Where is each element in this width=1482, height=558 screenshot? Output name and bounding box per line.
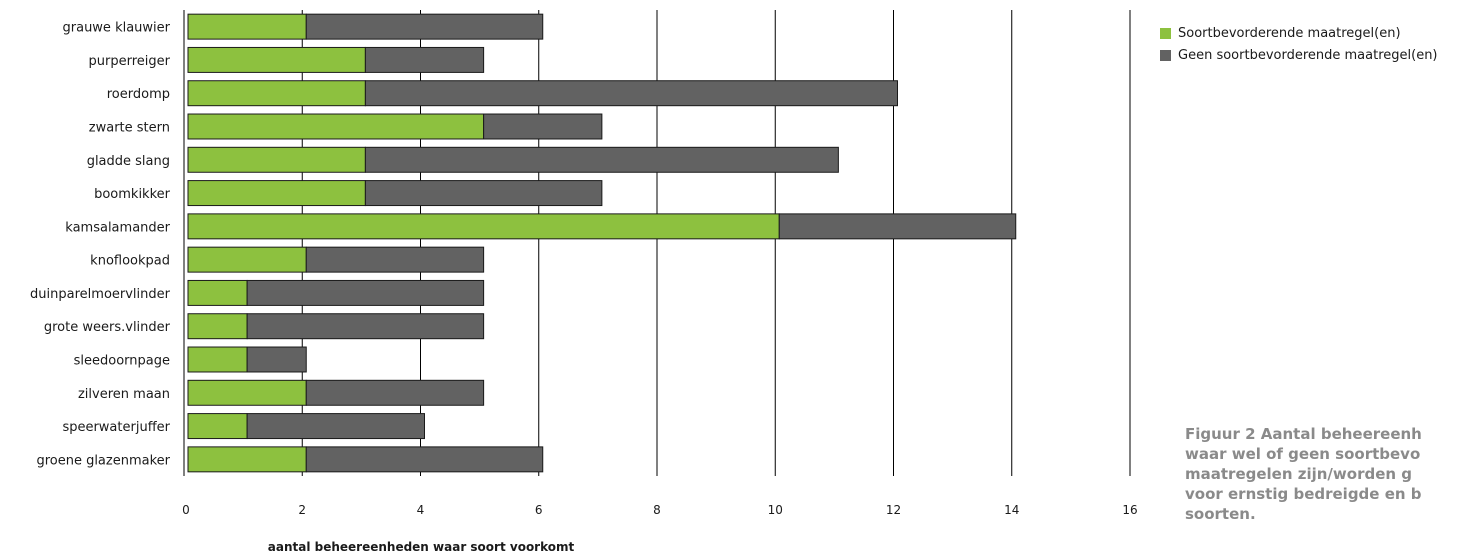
- category-label: boomkikker: [94, 187, 171, 202]
- category-labels: grauwe klauwier purperreiger roerdomp zwart…: [30, 21, 171, 469]
- category-label: kamsalamander: [65, 220, 170, 235]
- caption-line: voor ernstig bedreigde en b: [1185, 485, 1422, 503]
- legend-label: Soortbevorderende maatregel(en): [1178, 25, 1401, 41]
- bar-geen-soortbevorderend: [305, 446, 544, 473]
- bar-geen-soortbevorderend: [305, 246, 485, 273]
- legend: Soortbevorderende maatregel(en) Geen soo…: [1160, 22, 1438, 66]
- category-label: grote weers.vlinder: [44, 320, 171, 335]
- bar-geen-soortbevorderend: [246, 313, 485, 340]
- figure-caption: Figuur 2 Aantal beheereenh waar wel of g…: [1185, 424, 1482, 524]
- caption-line: soorten.: [1185, 505, 1256, 523]
- category-label: grauwe klauwier: [63, 21, 171, 36]
- bar-geen-soortbevorderend: [246, 413, 425, 440]
- bar-soortbevorderend: [187, 313, 248, 340]
- bar-geen-soortbevorderend: [305, 379, 485, 406]
- category-label: duinparelmoervlinder: [30, 287, 171, 302]
- category-label: zwarte stern: [89, 121, 170, 136]
- x-tick-label: 10: [768, 503, 783, 517]
- legend-swatch-gray: [1160, 49, 1171, 61]
- bar-soortbevorderend: [187, 113, 485, 140]
- bar-soortbevorderend: [187, 446, 307, 473]
- x-tick-label: 8: [653, 503, 661, 517]
- bar-geen-soortbevorderend: [364, 146, 839, 173]
- category-label: speerwaterjuffer: [62, 420, 170, 435]
- category-label: sleedoornpage: [74, 354, 170, 369]
- category-label: knoflookpad: [90, 254, 170, 269]
- category-label: purperreiger: [89, 54, 171, 69]
- category-label: zilveren maan: [78, 387, 170, 402]
- legend-item-geen-soortbevorderend: Geen soortbevorderende maatregel(en): [1160, 44, 1438, 66]
- x-axis-label: aantal beheereenheden waar soort voorkom…: [268, 540, 575, 554]
- bar-geen-soortbevorderend: [364, 46, 485, 73]
- x-tick-label: 0: [182, 503, 190, 517]
- category-label: groene glazenmaker: [36, 453, 170, 468]
- bar-geen-soortbevorderend: [246, 346, 307, 373]
- bar-soortbevorderend: [187, 146, 366, 173]
- bar-soortbevorderend: [187, 413, 248, 440]
- bar-soortbevorderend: [187, 213, 780, 240]
- x-tick-label: 4: [417, 503, 425, 517]
- bar-soortbevorderend: [187, 246, 307, 273]
- bar-soortbevorderend: [187, 180, 366, 207]
- bar-geen-soortbevorderend: [246, 279, 485, 306]
- bar-soortbevorderend: [187, 346, 248, 373]
- legend-label: Geen soortbevorderende maatregel(en): [1178, 47, 1438, 63]
- x-tick-label: 14: [1004, 503, 1019, 517]
- bar-soortbevorderend: [187, 379, 307, 406]
- x-tick-labels: 0 2 4 6 8 10 12 14 16: [182, 503, 1137, 517]
- bar-geen-soortbevorderend: [305, 13, 544, 40]
- bar-geen-soortbevorderend: [364, 80, 898, 107]
- bar-geen-soortbevorderend: [778, 213, 1017, 240]
- category-label: roerdomp: [107, 87, 170, 102]
- bar-geen-soortbevorderend: [364, 180, 603, 207]
- legend-swatch-green: [1160, 27, 1171, 39]
- gridlines: [301, 10, 1131, 476]
- bar-soortbevorderend: [187, 46, 366, 73]
- caption-line: maatregelen zijn/worden g: [1185, 465, 1413, 483]
- bar-soortbevorderend: [187, 279, 248, 306]
- x-tick-label: 6: [535, 503, 543, 517]
- category-label: gladde slang: [87, 154, 170, 169]
- caption-line: waar wel of geen soortbevo: [1185, 445, 1421, 463]
- bar-soortbevorderend: [187, 13, 307, 40]
- bars: [187, 13, 1017, 473]
- x-tick-label: 12: [886, 503, 901, 517]
- x-tick-label: 16: [1122, 503, 1137, 517]
- bar-geen-soortbevorderend: [483, 113, 603, 140]
- legend-item-soortbevorderend: Soortbevorderende maatregel(en): [1160, 22, 1438, 44]
- x-tick-label: 2: [298, 503, 306, 517]
- caption-line: Figuur 2 Aantal beheereenh: [1185, 425, 1422, 443]
- bar-soortbevorderend: [187, 80, 366, 107]
